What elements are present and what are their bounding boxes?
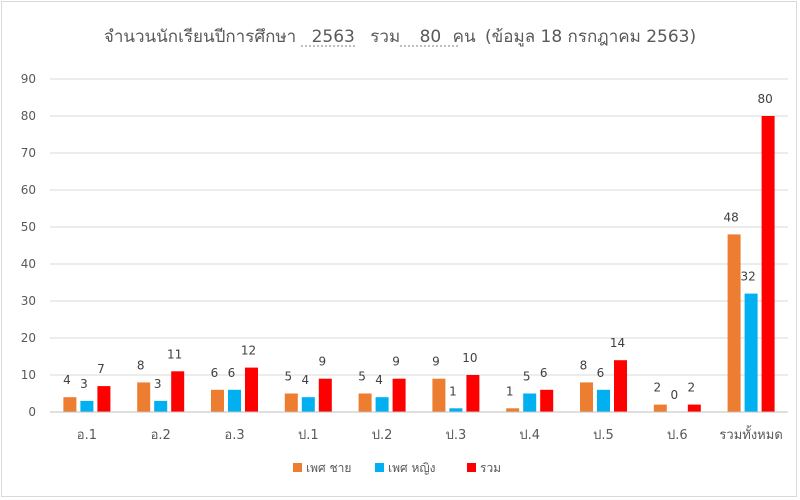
bar (63, 397, 77, 412)
data-label: 9 (432, 355, 440, 369)
data-label: 2 (687, 381, 695, 395)
data-label: 5 (523, 370, 531, 384)
bar (301, 397, 315, 412)
data-label: 1 (449, 384, 457, 398)
title-total-label: รวม (370, 27, 400, 47)
data-label: 7 (97, 362, 105, 376)
data-label: 12 (241, 344, 256, 358)
bar (137, 382, 151, 412)
legend-swatch (375, 463, 384, 472)
legend-label: เพศ ชาย (306, 461, 351, 475)
legend-label: เพศ หญิง (388, 461, 435, 475)
data-label: 32 (740, 270, 755, 284)
bar (154, 400, 168, 412)
bar (432, 378, 446, 412)
bar (761, 116, 775, 412)
bar (284, 393, 298, 412)
data-label: 2 (653, 381, 661, 395)
y-tick-label: 10 (21, 368, 36, 382)
x-tick-label: ป.2 (372, 428, 393, 443)
bar (687, 404, 701, 412)
x-tick-label: ป.5 (593, 428, 614, 443)
data-label: 6 (228, 366, 236, 380)
bar (580, 382, 593, 412)
bar (540, 389, 554, 412)
x-tick-label: ป.1 (298, 428, 319, 443)
data-label: 6 (540, 366, 548, 380)
y-tick-label: 40 (21, 257, 36, 271)
y-tick-label: 20 (21, 331, 36, 345)
data-label: 9 (318, 355, 326, 369)
data-label: 5 (284, 370, 292, 384)
bar (523, 393, 537, 412)
data-label: 6 (211, 366, 219, 380)
x-tick-label: ป.4 (519, 428, 540, 443)
data-label: 6 (597, 366, 605, 380)
x-tick-label: อ.3 (224, 428, 244, 443)
bar (614, 360, 627, 412)
data-label: 5 (358, 370, 366, 384)
x-tick-label: อ.1 (77, 428, 97, 443)
data-label: 4 (375, 373, 383, 387)
y-tick-label: 90 (21, 72, 36, 86)
bar (727, 234, 741, 412)
data-label: 8 (137, 358, 145, 372)
x-tick-label: รวมทั้งหมด (719, 425, 782, 443)
data-label: 8 (580, 358, 588, 372)
bar (80, 400, 94, 412)
bar (211, 389, 224, 412)
bar (449, 408, 463, 412)
y-tick-label: 0 (28, 405, 36, 419)
chart-title: จำนวนนักเรียนปีการศึกษา 2563 รวม 80 คน (… (104, 27, 696, 47)
title-year: 2563 (312, 27, 355, 47)
legend-swatch (467, 463, 476, 472)
title-total: 80 (420, 27, 442, 47)
y-tick-label: 30 (21, 294, 36, 308)
bar (318, 378, 332, 412)
y-tick-label: 50 (21, 220, 36, 234)
bar (358, 393, 372, 412)
data-label: 48 (723, 210, 738, 224)
legend-swatch (293, 463, 302, 472)
x-tick-label: อ.2 (151, 428, 171, 443)
data-label: 4 (63, 373, 71, 387)
data-label: 3 (154, 377, 162, 391)
bar (744, 293, 758, 412)
title-unit: คน (453, 27, 476, 47)
data-label: 80 (757, 92, 772, 106)
bar (97, 386, 111, 412)
title-date-note: (ข้อมูล 18 กรกฎาคม 2563) (485, 27, 696, 47)
data-label: 14 (610, 336, 625, 350)
bar (597, 389, 610, 412)
y-tick-label: 80 (21, 109, 36, 123)
data-label: 0 (670, 388, 678, 402)
bar (392, 378, 406, 412)
data-label: 11 (167, 347, 182, 361)
title-prefix: จำนวนนักเรียนปีการศึกษา (104, 27, 296, 47)
y-tick-label: 60 (21, 183, 36, 197)
x-tick-label: ป.3 (446, 428, 467, 443)
data-label: 10 (462, 351, 477, 365)
bar (653, 404, 667, 412)
data-label: 3 (80, 377, 88, 391)
bar (506, 408, 520, 412)
data-label: 4 (301, 373, 309, 387)
bar (466, 375, 480, 412)
y-tick-label: 70 (21, 146, 36, 160)
bar (228, 389, 241, 412)
legend-label: รวม (480, 461, 501, 475)
bar (171, 371, 185, 412)
bar (245, 367, 258, 412)
data-label: 9 (392, 355, 400, 369)
data-label: 1 (506, 384, 514, 398)
legend: เพศ ชาย เพศ หญิง รวม (293, 461, 501, 475)
x-tick-label: ป.6 (667, 428, 688, 443)
bar (375, 397, 389, 412)
